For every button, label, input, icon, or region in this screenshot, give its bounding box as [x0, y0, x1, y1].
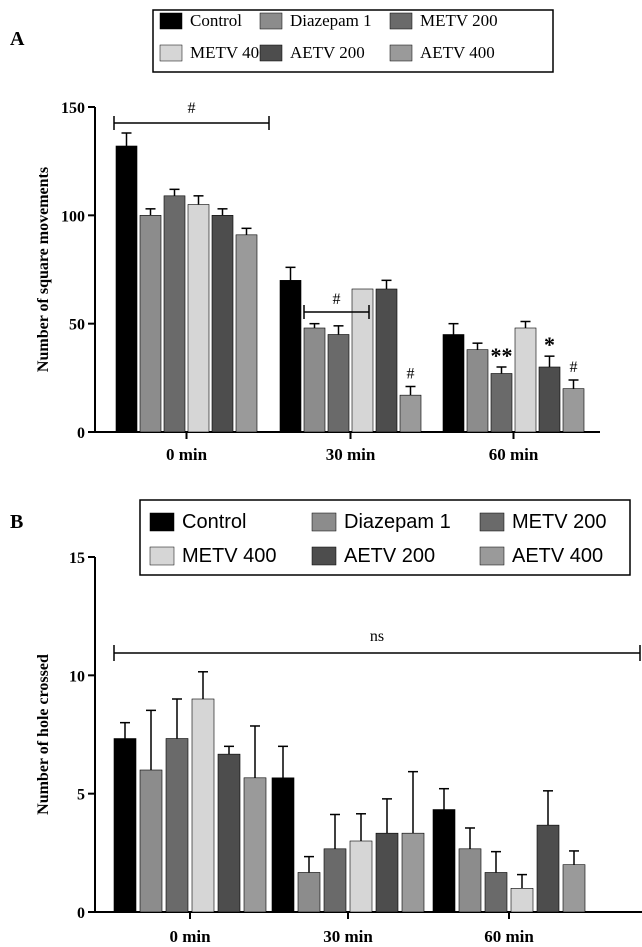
- legend-swatch: [159, 44, 183, 62]
- legend-swatch: [311, 546, 337, 566]
- legend-swatch: [149, 512, 175, 532]
- legend-label: Control: [190, 11, 242, 30]
- x-tick-label: 30 min: [323, 927, 373, 946]
- legend-label: Control: [182, 511, 246, 533]
- bar: [536, 824, 560, 913]
- bar: [187, 204, 210, 433]
- bar: [243, 777, 267, 913]
- legend-box: [152, 9, 554, 73]
- bar: [510, 888, 534, 913]
- legend-swatch: [311, 512, 337, 532]
- bar: [139, 215, 162, 433]
- bar: [401, 832, 425, 913]
- legend-label: METV 200: [512, 511, 606, 533]
- legend-label: AETV 400: [512, 545, 603, 567]
- bar: [562, 388, 585, 433]
- legend-label: Diazepam 1: [290, 11, 372, 30]
- bar: [279, 280, 302, 433]
- bar: [163, 195, 186, 433]
- bar: [375, 288, 398, 433]
- y-tick-label: 15: [69, 550, 85, 567]
- bar: [115, 145, 138, 433]
- bar: [514, 327, 537, 433]
- legend-swatch: [259, 12, 283, 30]
- bar: [297, 872, 321, 913]
- significance-mark: *: [544, 332, 555, 357]
- x-tick-label: 30 min: [326, 445, 376, 464]
- significance-mark: #: [407, 366, 415, 383]
- significance-mark: #: [570, 359, 578, 376]
- bar: [432, 809, 456, 913]
- legend-label: METV 200: [420, 11, 498, 30]
- bar: [484, 872, 508, 913]
- legend-swatch: [159, 12, 183, 30]
- bar: [349, 840, 373, 913]
- y-tick-label: 0: [77, 425, 85, 442]
- y-tick-label: 5: [77, 787, 85, 804]
- legend-swatch: [259, 44, 283, 62]
- bar: [217, 753, 241, 913]
- legend-swatch: [389, 12, 413, 30]
- bar: [351, 288, 374, 433]
- y-tick-label: 0: [77, 905, 85, 922]
- significance-mark: ns: [370, 628, 384, 645]
- legend-label: AETV 200: [344, 545, 435, 567]
- bar: [211, 215, 234, 433]
- x-tick-label: 60 min: [489, 445, 539, 464]
- bar: [562, 864, 586, 913]
- bar: [235, 234, 258, 433]
- bar: [139, 769, 163, 913]
- y-tick-label: 150: [61, 100, 85, 117]
- y-axis-title: Number of hole crossed: [35, 654, 52, 815]
- bar: [442, 334, 465, 433]
- bar: [303, 327, 326, 433]
- panel-letter-b: B: [10, 511, 23, 533]
- legend-label: METV 400: [182, 545, 276, 567]
- bar: [323, 848, 347, 913]
- y-axis-title: Number of square movements: [35, 167, 52, 372]
- bar: [490, 373, 513, 433]
- y-tick-label: 50: [69, 317, 85, 334]
- x-tick-label: 0 min: [166, 445, 208, 464]
- bar: [165, 738, 189, 913]
- legend-swatch: [479, 546, 505, 566]
- panel-letter-a: A: [10, 28, 25, 50]
- x-tick-label: 0 min: [169, 927, 211, 946]
- legend-swatch: [389, 44, 413, 62]
- significance-mark: #: [333, 291, 341, 308]
- bar: [399, 394, 422, 433]
- legend-label: Diazepam 1: [344, 511, 451, 533]
- legend-label: AETV 400: [420, 43, 495, 62]
- bar: [327, 334, 350, 433]
- bar: [271, 777, 295, 913]
- bar: [113, 738, 137, 913]
- legend-box: [139, 499, 631, 576]
- x-tick-label: 60 min: [484, 927, 534, 946]
- significance-mark: **: [491, 343, 513, 368]
- significance-mark: #: [188, 100, 196, 117]
- chart-panel-a: Control Diazepam 1 METV 200 METV 400 AETV 20…: [35, 9, 600, 464]
- legend-label: AETV 200: [290, 43, 365, 62]
- bar: [466, 349, 489, 433]
- legend-swatch: [149, 546, 175, 566]
- chart-panel-b: Control Diazepam 1 METV 200 METV 400 AETV 20…: [35, 499, 642, 946]
- bar: [458, 848, 482, 913]
- bar: [191, 698, 215, 913]
- y-tick-label: 100: [61, 208, 85, 225]
- legend-swatch: [479, 512, 505, 532]
- bar: [375, 832, 399, 913]
- y-tick-label: 10: [69, 668, 85, 685]
- bar: [538, 366, 561, 433]
- legend-label: METV 400: [190, 43, 268, 62]
